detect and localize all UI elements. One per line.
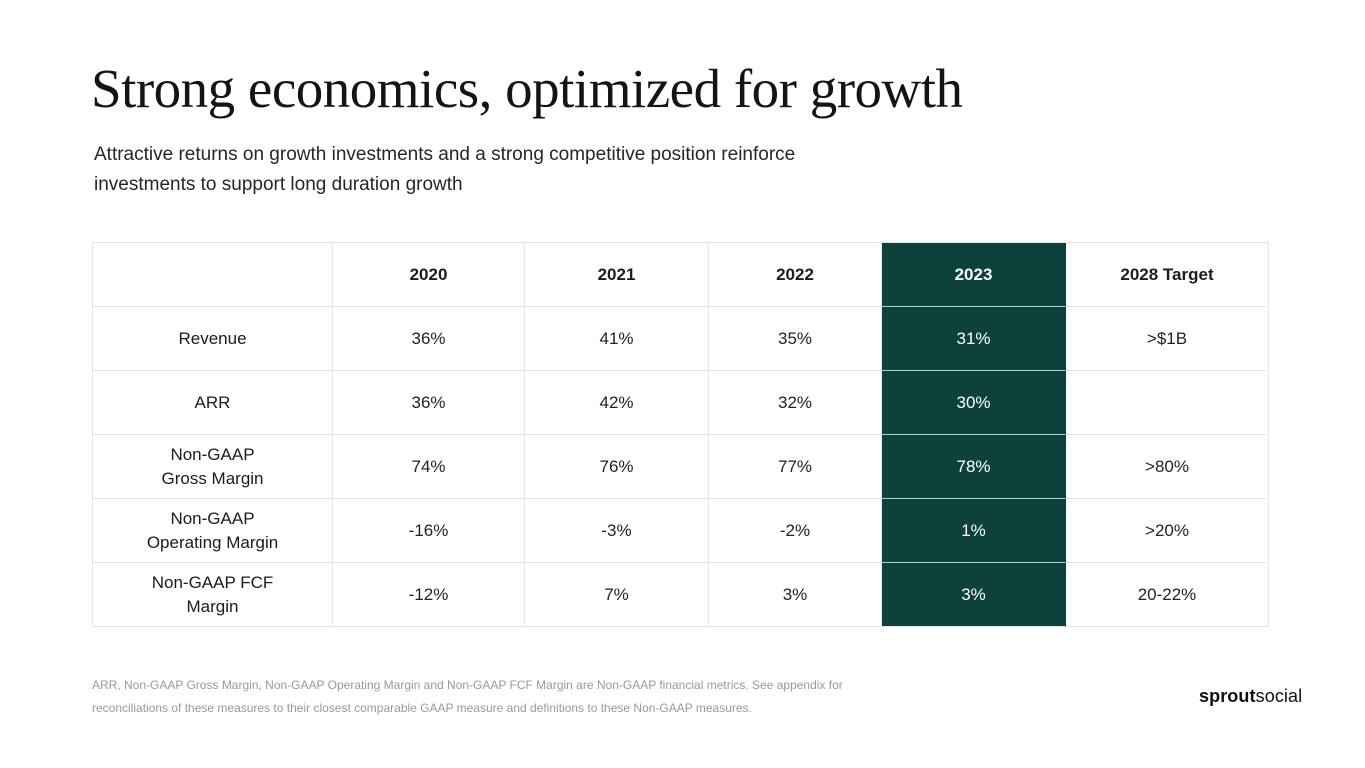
cell-arr-2020: 36% bbox=[333, 371, 525, 435]
cell-gross-margin-2022: 77% bbox=[709, 435, 882, 499]
column-header-2023-highlighted: 2023 bbox=[882, 243, 1066, 307]
cell-operating-margin-target: >20% bbox=[1066, 499, 1269, 563]
logo-text-sprout: sprout bbox=[1199, 686, 1256, 706]
cell-fcf-margin-2021: 7% bbox=[525, 563, 709, 627]
cell-operating-margin-2020: -16% bbox=[333, 499, 525, 563]
cell-gross-margin-2020: 74% bbox=[333, 435, 525, 499]
cell-operating-margin-2022: -2% bbox=[709, 499, 882, 563]
cell-arr-2022: 32% bbox=[709, 371, 882, 435]
metrics-table: 2020 2021 2022 2023 2028 Target Revenue … bbox=[92, 242, 1269, 627]
cell-revenue-2023-highlighted: 31% bbox=[882, 307, 1066, 371]
table-row-arr: ARR 36% 42% 32% 30% bbox=[93, 371, 1269, 435]
slide-title: Strong economics, optimized for growth bbox=[91, 58, 963, 119]
cell-revenue-target: >$1B bbox=[1066, 307, 1269, 371]
cell-fcf-margin-2022: 3% bbox=[709, 563, 882, 627]
footnote: ARR, Non-GAAP Gross Margin, Non-GAAP Ope… bbox=[92, 674, 843, 720]
footnote-line1: ARR, Non-GAAP Gross Margin, Non-GAAP Ope… bbox=[92, 678, 843, 692]
table-row-operating-margin: Non-GAAP Operating Margin -16% -3% -2% 1… bbox=[93, 499, 1269, 563]
column-header-2021: 2021 bbox=[525, 243, 709, 307]
slide-subtitle-line1: Attractive returns on growth investments… bbox=[94, 144, 796, 165]
cell-fcf-margin-target: 20-22% bbox=[1066, 563, 1269, 627]
cell-arr-2023-highlighted: 30% bbox=[882, 371, 1066, 435]
cell-revenue-2020: 36% bbox=[333, 307, 525, 371]
logo-text-social: social bbox=[1255, 686, 1303, 706]
column-header-blank bbox=[93, 243, 333, 307]
sprout-social-logo: sproutsocial bbox=[1199, 686, 1302, 707]
column-header-2020: 2020 bbox=[333, 243, 525, 307]
row-label-revenue: Revenue bbox=[93, 307, 333, 371]
cell-gross-margin-target: >80% bbox=[1066, 435, 1269, 499]
slide-subtitle-line2: investments to support long duration gro… bbox=[94, 174, 463, 195]
cell-revenue-2022: 35% bbox=[709, 307, 882, 371]
cell-fcf-margin-2023-highlighted: 3% bbox=[882, 563, 1066, 627]
cell-gross-margin-2021: 76% bbox=[525, 435, 709, 499]
cell-operating-margin-2023-highlighted: 1% bbox=[882, 499, 1066, 563]
column-header-2028-target: 2028 Target bbox=[1066, 243, 1269, 307]
row-label-gross-margin: Non-GAAP Gross Margin bbox=[93, 435, 333, 499]
cell-fcf-margin-2020: -12% bbox=[333, 563, 525, 627]
footnote-line2: reconciliations of these measures to the… bbox=[92, 701, 752, 715]
cell-arr-2021: 42% bbox=[525, 371, 709, 435]
row-label-arr: ARR bbox=[93, 371, 333, 435]
row-label-operating-margin: Non-GAAP Operating Margin bbox=[93, 499, 333, 563]
table-header-row: 2020 2021 2022 2023 2028 Target bbox=[93, 243, 1269, 307]
table-row-gross-margin: Non-GAAP Gross Margin 74% 76% 77% 78% >8… bbox=[93, 435, 1269, 499]
column-header-2022: 2022 bbox=[709, 243, 882, 307]
cell-revenue-2021: 41% bbox=[525, 307, 709, 371]
table-row-revenue: Revenue 36% 41% 35% 31% >$1B bbox=[93, 307, 1269, 371]
cell-arr-target bbox=[1066, 371, 1269, 435]
table-row-fcf-margin: Non-GAAP FCF Margin -12% 7% 3% 3% 20-22% bbox=[93, 563, 1269, 627]
cell-gross-margin-2023-highlighted: 78% bbox=[882, 435, 1066, 499]
slide-subtitle: Attractive returns on growth investments… bbox=[94, 140, 795, 200]
row-label-fcf-margin: Non-GAAP FCF Margin bbox=[93, 563, 333, 627]
cell-operating-margin-2021: -3% bbox=[525, 499, 709, 563]
